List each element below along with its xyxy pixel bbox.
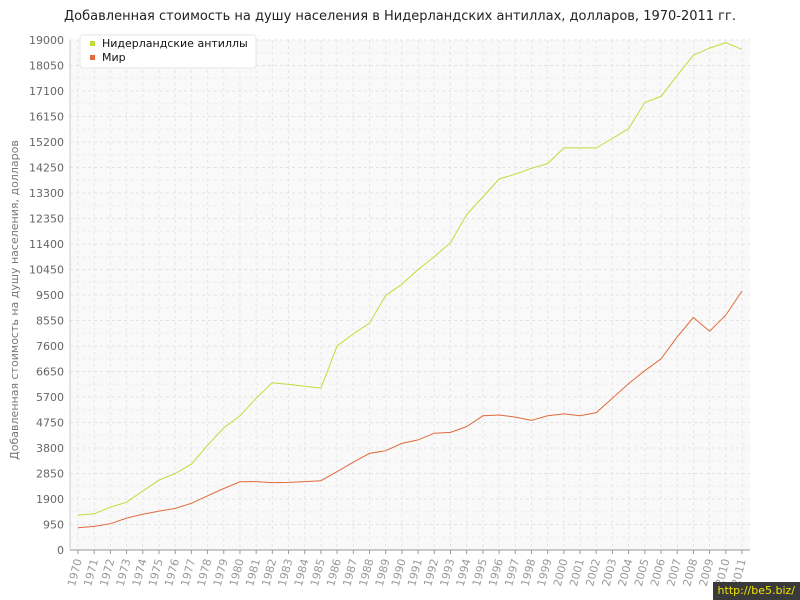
y-tick-label: 10450 [29, 264, 64, 277]
y-tick-label: 18050 [29, 60, 64, 73]
y-tick-label: 13300 [29, 187, 64, 200]
y-tick-label: 16150 [29, 111, 64, 124]
legend-label-world: Мир [102, 51, 126, 64]
legend-box [79, 34, 257, 69]
legend: Нидерландские антиллы Мир [79, 34, 257, 69]
y-tick-label: 6650 [36, 366, 64, 379]
legend-swatch-world [90, 55, 95, 60]
series-lines [77, 42, 743, 529]
y-tick-label: 11400 [29, 238, 64, 251]
y-tick-label: 17100 [29, 85, 64, 98]
y-axis-label: Добавленная стоимость на душу населения,… [8, 140, 21, 460]
y-tick-label: 2850 [36, 468, 64, 481]
y-tick-label: 4750 [36, 417, 64, 430]
y-tick-label: 0 [57, 544, 64, 557]
y-tick-label: 5700 [36, 391, 64, 404]
y-tick-label: 1900 [36, 493, 64, 506]
grid-lines [70, 39, 750, 550]
y-tick-label: 15200 [29, 136, 64, 149]
y-tick-label: 14250 [29, 162, 64, 175]
watermark-link[interactable]: http://be5.biz/ [712, 582, 800, 600]
y-tick-label: 8550 [36, 315, 64, 328]
y-tick-label: 9500 [36, 289, 64, 302]
y-tick-label: 12350 [29, 213, 64, 226]
y-tick-label: 7600 [36, 340, 64, 353]
legend-swatch-netherlands-antilles [90, 41, 95, 46]
chart-title: Добавленная стоимость на душу населения … [64, 9, 736, 24]
legend-label-netherlands-antilles: Нидерландские антиллы [102, 37, 248, 50]
y-tick-label: 3800 [36, 442, 64, 455]
series-line-netherlands-antilles [77, 42, 743, 516]
y-tick-label: 19000 [29, 34, 64, 47]
y-tick-label: 950 [43, 519, 64, 532]
series-line-world [77, 290, 743, 529]
